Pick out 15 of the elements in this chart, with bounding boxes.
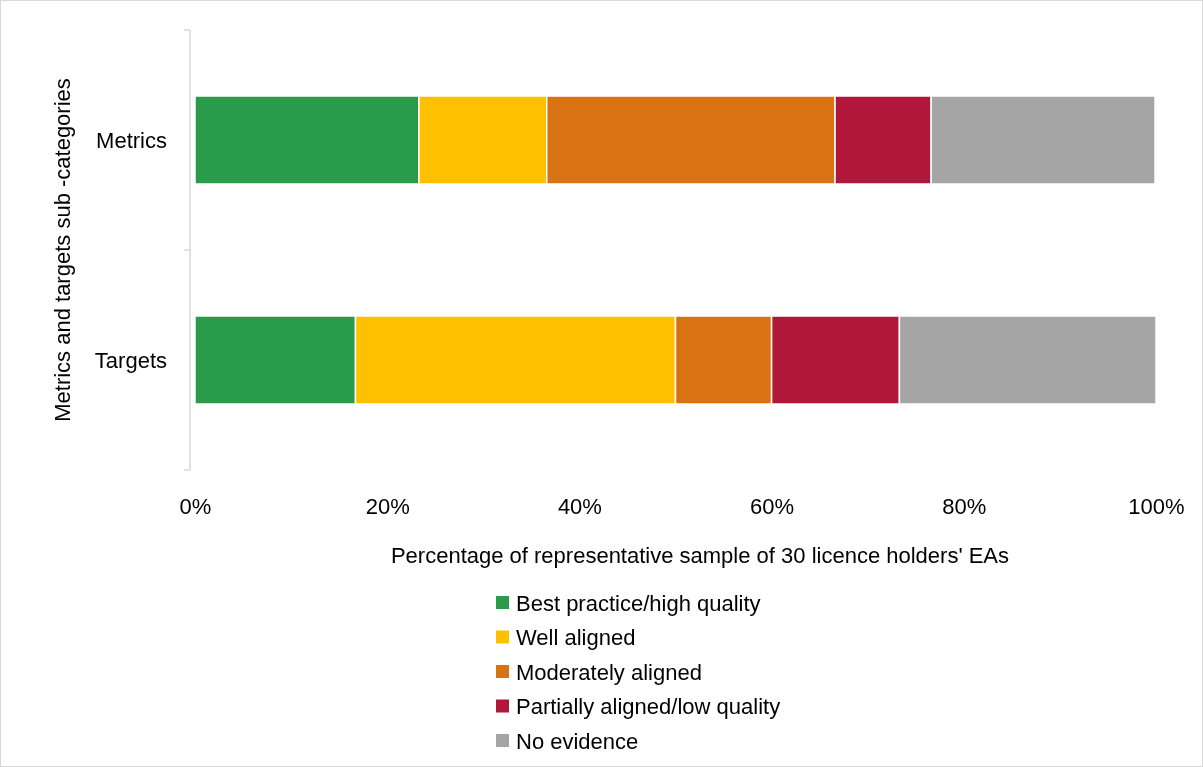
legend-label: Best practice/high quality: [516, 590, 761, 616]
x-tick-label: 100%: [1128, 493, 1185, 519]
legend-label: Partially aligned/low quality: [516, 694, 781, 719]
x-tick-label: 40%: [557, 493, 602, 519]
x-tick-label: 80%: [942, 493, 987, 519]
legend-label: Moderately aligned: [516, 659, 702, 685]
y-tick-label: Metrics: [96, 127, 167, 153]
y-axis-title: Metrics and targets sub -categories: [49, 78, 75, 422]
legend-label: Well aligned: [516, 625, 636, 650]
x-tick-label: 0%: [179, 493, 212, 519]
x-tick-label: 60%: [750, 493, 795, 519]
legend-label: No evidence: [516, 728, 639, 754]
x-tick-label: 20%: [365, 493, 410, 519]
x-axis-title: Percentage of representative sample of 30 licence holders' EAs: [390, 543, 1010, 568]
y-tick-label: Targets: [94, 347, 167, 373]
